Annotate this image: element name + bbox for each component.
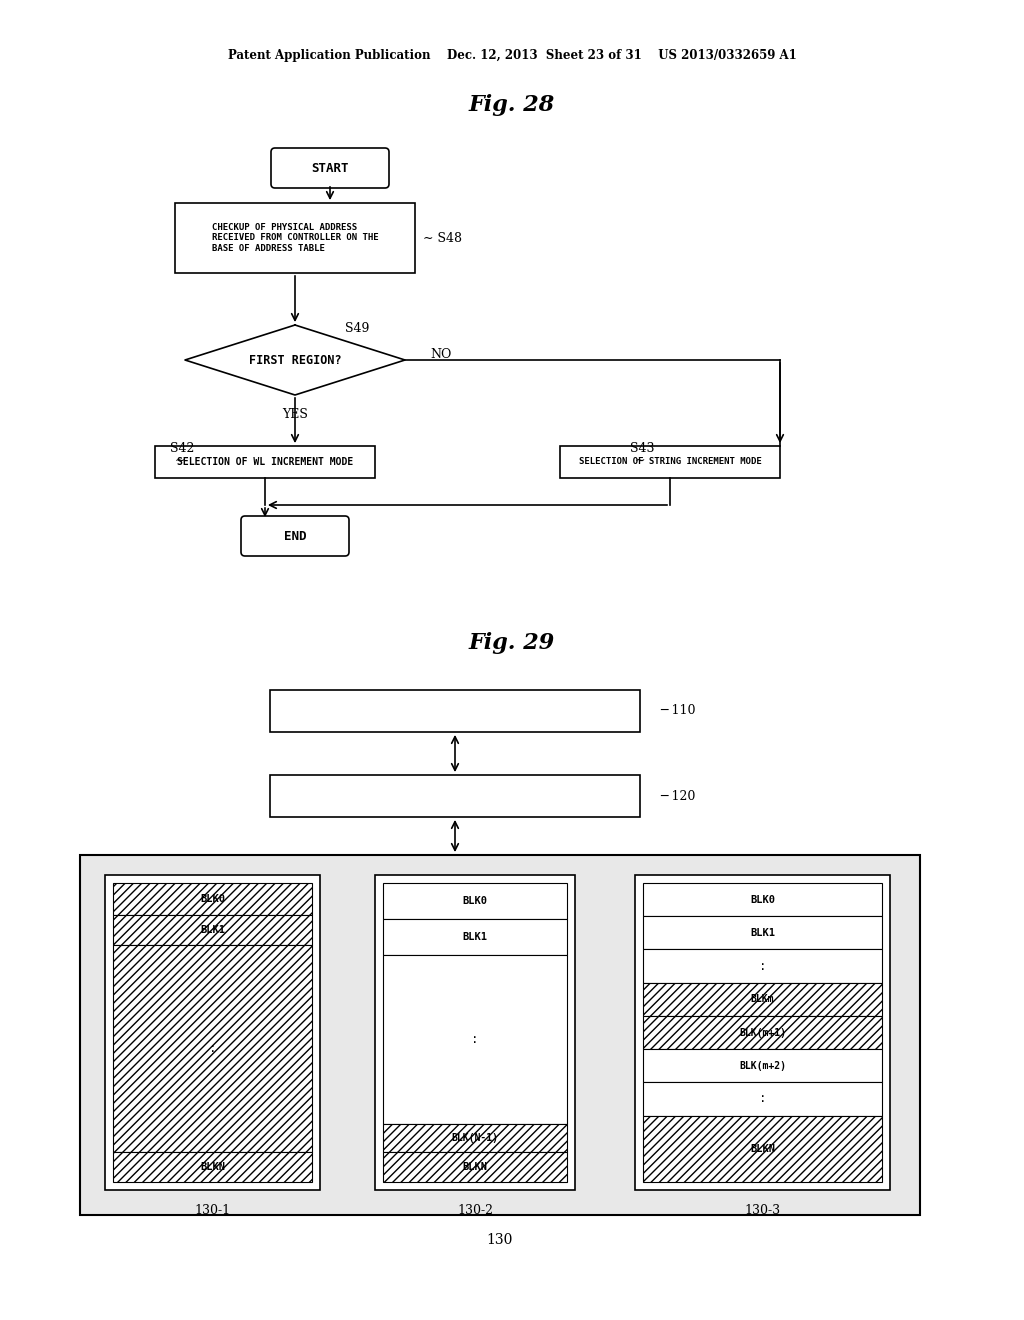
Text: BLK1: BLK1 [463, 932, 487, 942]
Text: 130-3: 130-3 [744, 1204, 780, 1217]
Text: FIRST REGION?: FIRST REGION? [249, 354, 341, 367]
Bar [80, 855, 920, 1214]
Text: Fig. 28: Fig. 28 [469, 94, 555, 116]
Text: Patent Application Publication    Dec. 12, 2013  Sheet 23 of 31    US 2013/03326: Patent Application Publication Dec. 12, … [227, 49, 797, 62]
Bar [175, 203, 415, 273]
Text: :: : [759, 960, 766, 973]
Text: BLK(m+2): BLK(m+2) [739, 1061, 786, 1071]
Text: S49: S49 [345, 322, 370, 334]
Text: CHECKUP OF PHYSICAL ADDRESS
RECEIVED FROM CONTROLLER ON THE
BASE OF ADDRESS TABL: CHECKUP OF PHYSICAL ADDRESS RECEIVED FRO… [212, 223, 378, 253]
Text: BLK(m+1): BLK(m+1) [739, 1027, 786, 1038]
Bar [383, 883, 567, 919]
Text: Fig. 29: Fig. 29 [469, 632, 555, 653]
Bar [105, 875, 319, 1191]
Text: BLKN: BLKN [463, 1162, 487, 1172]
Bar [560, 446, 780, 478]
FancyBboxPatch shape [271, 148, 389, 187]
Text: ∼: ∼ [175, 454, 185, 466]
Text: :: : [209, 1041, 216, 1055]
Bar [383, 954, 567, 1125]
Bar [643, 1082, 882, 1115]
Bar [270, 775, 640, 817]
Text: START: START [311, 161, 349, 174]
Bar [113, 883, 312, 915]
Bar [635, 875, 890, 1191]
FancyBboxPatch shape [241, 516, 349, 556]
Bar [113, 945, 312, 1152]
Bar [643, 1016, 882, 1049]
Text: 130-2: 130-2 [457, 1204, 493, 1217]
Text: 130-1: 130-1 [194, 1204, 230, 1217]
Bar [113, 1152, 312, 1181]
Bar [643, 916, 882, 949]
Text: BLK0: BLK0 [750, 895, 775, 904]
Bar [155, 446, 375, 478]
Text: BLK(N-1): BLK(N-1) [452, 1133, 499, 1143]
Bar [270, 690, 640, 733]
Text: S42: S42 [170, 441, 195, 454]
Bar [383, 1125, 567, 1152]
Bar [643, 1049, 882, 1082]
Bar [383, 919, 567, 954]
Text: YES: YES [282, 408, 308, 421]
Text: ∼: ∼ [635, 454, 645, 466]
Text: :: : [759, 1093, 766, 1105]
Text: SELECTION OF STRING INCREMENT MODE: SELECTION OF STRING INCREMENT MODE [579, 458, 762, 466]
Bar [113, 915, 312, 945]
Text: BLK0: BLK0 [200, 894, 225, 904]
Text: 130: 130 [486, 1233, 513, 1247]
Text: ─ 120: ─ 120 [660, 789, 695, 803]
Text: BLKN: BLKN [750, 1143, 775, 1154]
Bar [643, 949, 882, 982]
Text: BLK1: BLK1 [200, 925, 225, 935]
Text: ─ 110: ─ 110 [660, 705, 695, 718]
Bar [643, 1115, 882, 1181]
Bar [383, 1152, 567, 1181]
Text: S43: S43 [630, 441, 654, 454]
Text: BLKN: BLKN [200, 1162, 225, 1172]
Text: NO: NO [430, 348, 452, 362]
Text: BLK0: BLK0 [463, 896, 487, 906]
Text: BLKm: BLKm [751, 994, 774, 1005]
Bar [375, 875, 575, 1191]
Bar [643, 883, 882, 916]
Bar [643, 982, 882, 1016]
Text: :: : [471, 1034, 479, 1045]
Text: SELECTION OF WL INCREMENT MODE: SELECTION OF WL INCREMENT MODE [177, 457, 353, 467]
Text: ∼ S48: ∼ S48 [423, 231, 462, 244]
Text: END: END [284, 529, 306, 543]
Text: BLK1: BLK1 [750, 928, 775, 937]
